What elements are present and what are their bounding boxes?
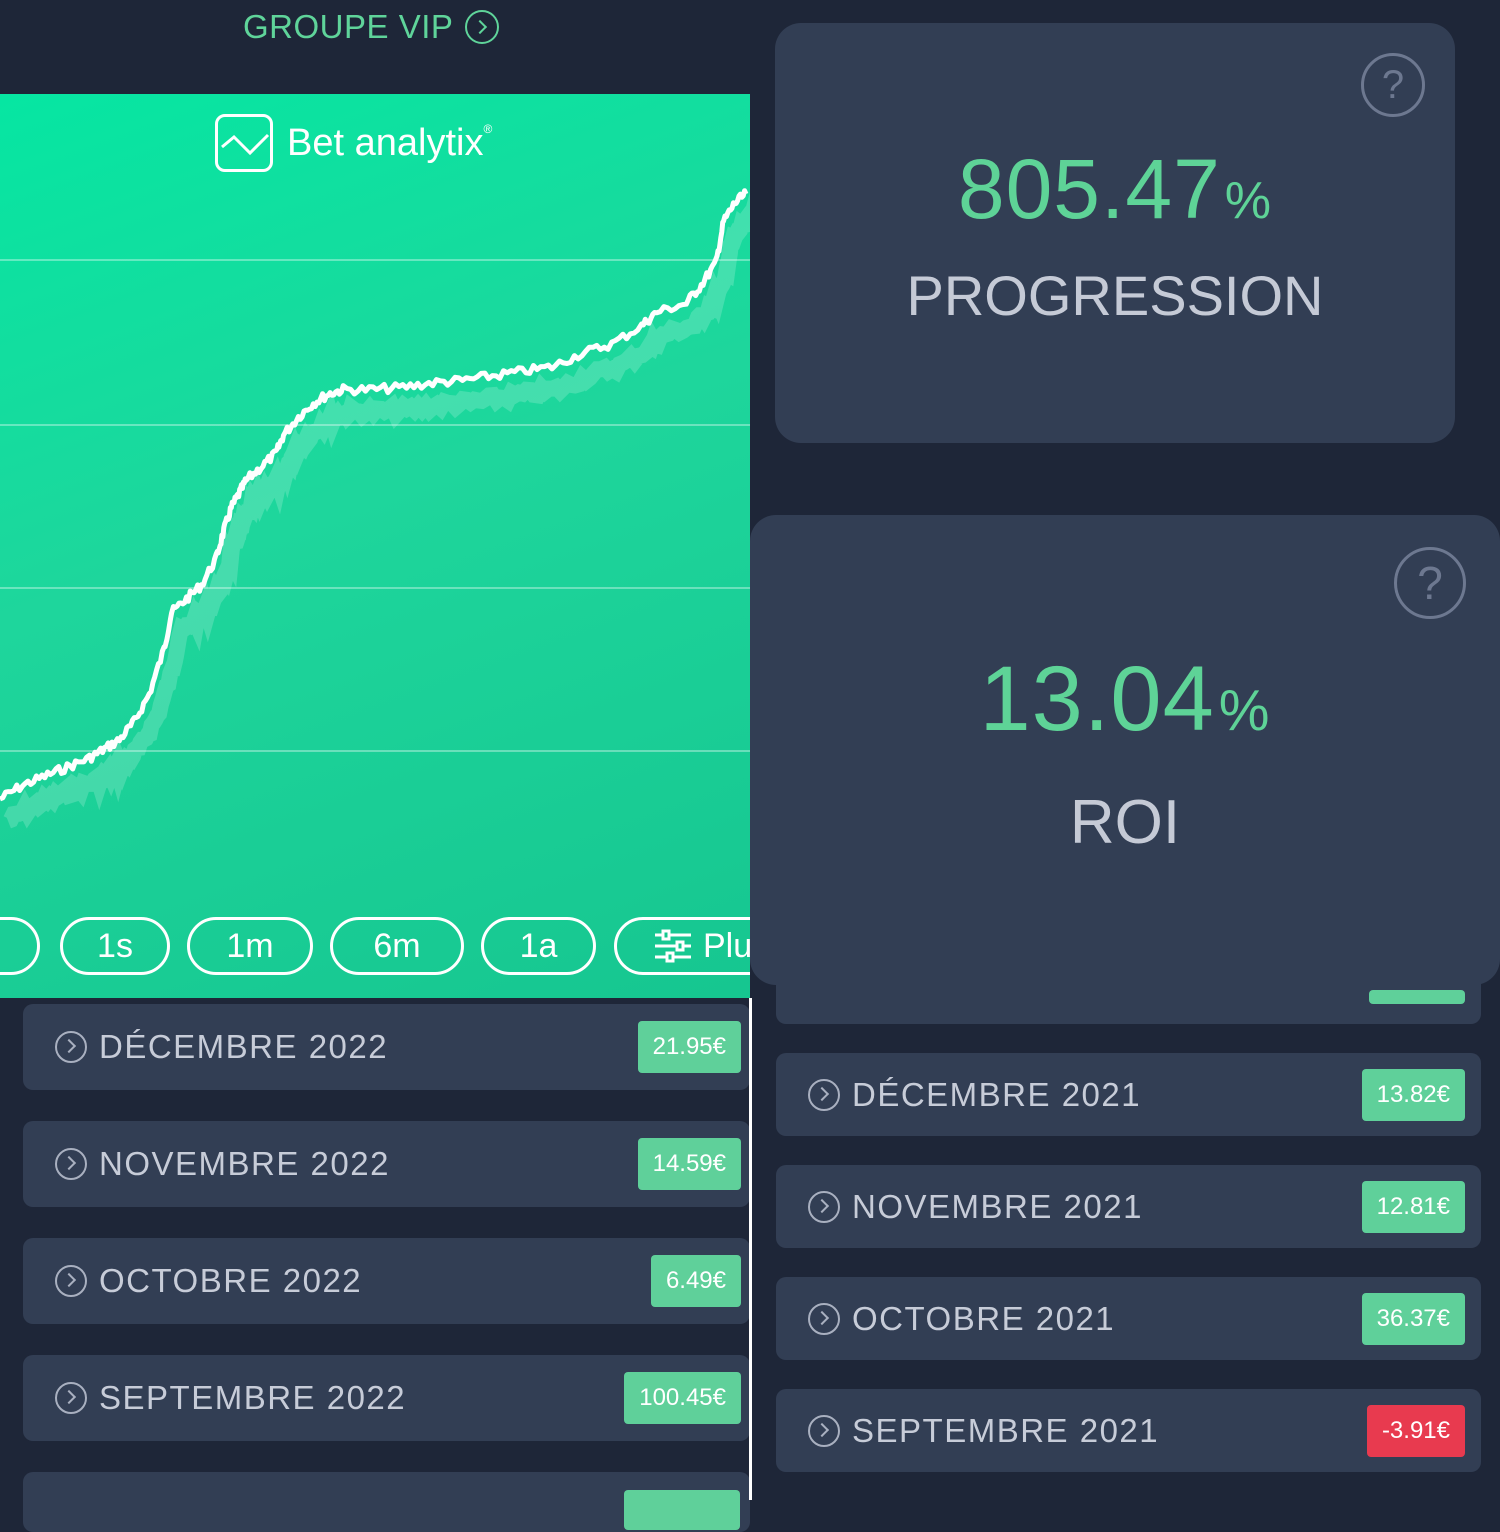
month-row[interactable]: SEPTEMBRE 2021 -3.91€ (776, 1389, 1481, 1472)
month-amount-badge: 14.59€ (637, 1138, 741, 1190)
month-row[interactable]: NOVEMBRE 2021 12.81€ (776, 1165, 1481, 1248)
range-1a-button[interactable]: 1a (481, 917, 596, 975)
month-row[interactable]: OCTOBRE 2021 36.37€ (776, 1277, 1481, 1360)
month-amount-badge: 21.95€ (637, 1021, 741, 1073)
filter-sliders-icon (655, 929, 691, 963)
more-filters-label: Plu (703, 926, 750, 965)
groupe-vip-label: GROUPE VIP (243, 8, 454, 45)
chevron-right-circle-icon (808, 1302, 840, 1335)
month-amount-badge: 6.49€ (650, 1255, 741, 1307)
roi-label: ROI (1069, 788, 1181, 857)
month-amount-badge: -3.91€ (1366, 1404, 1465, 1457)
month-label-group: NOVEMBRE 2021 (808, 1165, 1143, 1248)
month-row[interactable]: DÉCEMBRE 2022 21.95€ (23, 1004, 750, 1090)
help-icon[interactable]: ? (1394, 547, 1466, 619)
month-label-group: OCTOBRE 2022 (55, 1238, 362, 1324)
logo-text: Bet analytix (287, 121, 484, 164)
month-amount-badge: 12.81€ (1361, 1180, 1465, 1233)
collage-divider (749, 998, 752, 1500)
month-label-group: DÉCEMBRE 2022 (55, 1004, 388, 1090)
logo-registered-mark: ® (483, 121, 493, 136)
roi-value: 13.04% (979, 648, 1271, 750)
month-row-partial[interactable] (23, 1472, 750, 1532)
amount-badge-partial (624, 1490, 740, 1530)
chart-series-line (0, 188, 749, 802)
month-label: SEPTEMBRE 2021 (852, 1411, 1160, 1449)
progression-value: 805.47% (957, 142, 1273, 236)
chart-logo-icon (215, 114, 273, 172)
month-amount-badge: 100.45€ (624, 1372, 741, 1424)
groupe-vip-link[interactable]: GROUPE VIP (243, 8, 500, 46)
month-label-group: SEPTEMBRE 2022 (55, 1355, 406, 1441)
month-label-group: SEPTEMBRE 2021 (808, 1389, 1159, 1472)
month-label: DÉCEMBRE 2022 (99, 1028, 389, 1065)
chevron-right-circle-icon (55, 1382, 87, 1414)
progression-card: ? 805.47% PROGRESSION (775, 23, 1455, 443)
range-6m-button[interactable]: 6m (330, 917, 464, 975)
help-icon[interactable]: ? (1361, 53, 1425, 117)
chart-line-shadow (3, 191, 750, 829)
month-label-group: DÉCEMBRE 2021 (808, 1053, 1141, 1136)
month-amount-badge: 36.37€ (1361, 1292, 1465, 1345)
chevron-right-circle-icon (55, 1148, 87, 1180)
progress-chart-panel: Bet analytix® 1s 1m 6m 1a Plu (0, 94, 750, 998)
chevron-right-circle-icon (808, 1414, 840, 1447)
chevron-right-circle-icon (808, 1078, 840, 1111)
chevron-right-circle-icon (55, 1265, 87, 1297)
month-label-group: NOVEMBRE 2022 (55, 1121, 390, 1207)
month-row[interactable]: OCTOBRE 2022 6.49€ (23, 1238, 750, 1324)
chevron-right-circle-icon (465, 10, 500, 44)
month-label: NOVEMBRE 2022 (99, 1145, 390, 1182)
progress-chart (0, 188, 750, 829)
month-row[interactable]: DÉCEMBRE 2021 13.82€ (776, 1053, 1481, 1136)
month-label: DÉCEMBRE 2021 (852, 1075, 1142, 1113)
month-label: OCTOBRE 2021 (852, 1299, 1116, 1337)
month-label: SEPTEMBRE 2022 (99, 1379, 407, 1416)
chevron-right-circle-icon (55, 1031, 87, 1063)
bet-analytix-logo: Bet analytix® (215, 114, 492, 172)
range-all-button[interactable] (0, 917, 40, 975)
month-amount-badge: 13.82€ (1361, 1068, 1465, 1121)
range-1s-button[interactable]: 1s (60, 917, 170, 975)
amount-badge-partial (1369, 990, 1465, 1004)
month-label-group: OCTOBRE 2021 (808, 1277, 1115, 1360)
chevron-right-circle-icon (808, 1190, 840, 1223)
more-filters-button[interactable]: Plu (614, 917, 750, 975)
roi-card: ? 13.04% ROI (750, 515, 1500, 985)
range-1m-button[interactable]: 1m (187, 917, 313, 975)
month-label: NOVEMBRE 2021 (852, 1187, 1143, 1225)
month-label: OCTOBRE 2022 (99, 1262, 363, 1299)
month-row[interactable]: SEPTEMBRE 2022 100.45€ (23, 1355, 750, 1441)
progression-label: PROGRESSION (906, 264, 1324, 327)
month-row[interactable]: NOVEMBRE 2022 14.59€ (23, 1121, 750, 1207)
